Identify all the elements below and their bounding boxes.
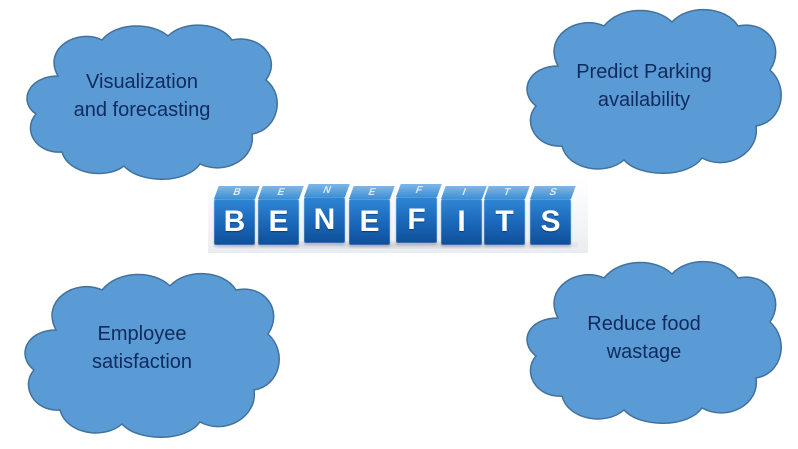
cloud-shape-icon [526, 9, 782, 174]
cube-top-letter: F [396, 184, 442, 197]
letter-cube: I I [441, 186, 487, 245]
benefits-cubes-image: B B E E N N E E F F I I T T S S [208, 177, 588, 253]
cloud-reduce-food-wastage: Reduce food wastage [522, 256, 784, 426]
cloud-line-2: satisfaction [91, 351, 193, 373]
letter-cube: E E [258, 186, 304, 245]
cloud-label: Visualization and forecasting [50, 66, 234, 126]
cube-top-letter: N [304, 184, 350, 197]
cloud-shape-icon [526, 261, 782, 424]
cube-letter: E [268, 205, 289, 238]
cube-letter: E [359, 205, 380, 238]
cloud-employee-satisfaction: Employee satisfaction [20, 268, 282, 440]
cube-letter: S [540, 205, 561, 238]
cube-top-letter: S [530, 186, 576, 199]
cloud-visualization-forecasting: Visualization and forecasting [20, 18, 282, 180]
cloud-predict-parking: Predict Parking availability [522, 4, 784, 176]
cloud-label: Reduce food wastage [552, 308, 736, 368]
cube-letter: B [223, 205, 246, 238]
cloud-line-2: wastage [606, 341, 682, 363]
cloud-shape-icon [24, 273, 280, 438]
cube-top-letter: I [441, 186, 487, 199]
cube-letter: F [407, 203, 426, 236]
cloud-shape-icon [26, 24, 278, 180]
cloud-line-1: Employee [97, 323, 187, 345]
cloud-line-1: Predict Parking [576, 61, 712, 83]
cube-top-letter: E [258, 186, 304, 199]
cloud-line-1: Reduce food [587, 313, 701, 335]
cube-letter: I [457, 205, 466, 238]
letter-cube: B B [214, 186, 260, 245]
letter-cube: N N [304, 184, 350, 243]
cube-top-letter: B [214, 186, 260, 199]
cube-top-letter: E [349, 186, 395, 199]
letter-cube: S S [530, 186, 576, 245]
cloud-label: Predict Parking availability [552, 56, 736, 116]
cube-top-letter: T [484, 186, 530, 199]
cloud-label: Employee satisfaction [50, 318, 234, 378]
cloud-line-2: and forecasting [73, 99, 211, 121]
letter-cube: F F [396, 184, 442, 243]
letter-cube: E E [349, 186, 395, 245]
letter-cube: T T [484, 186, 530, 245]
cube-shadow [218, 241, 578, 249]
cube-letter: T [495, 205, 514, 238]
cloud-line-1: Visualization [86, 71, 198, 93]
cube-letter: N [313, 203, 336, 236]
cloud-line-2: availability [597, 89, 691, 111]
